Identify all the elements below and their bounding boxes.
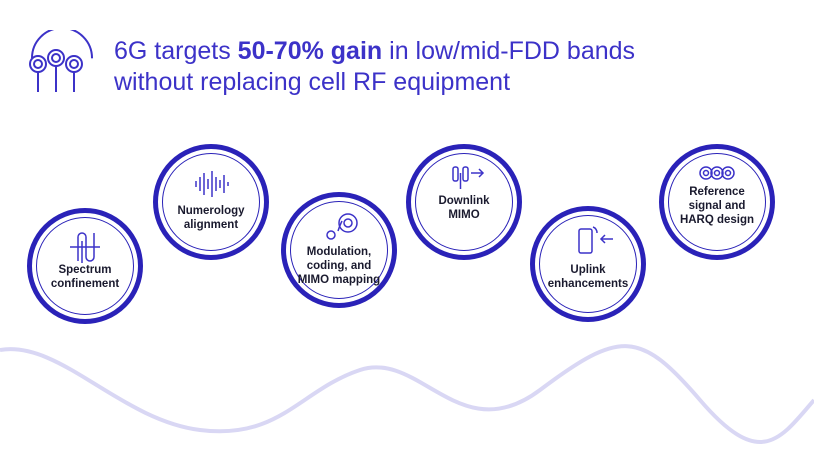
- feature-label: Downlink MIMO: [438, 195, 490, 221]
- title-line-2: without replacing cell RF equipment: [114, 68, 511, 96]
- feature-spectrum-confinement: Spectrum confinement: [27, 208, 143, 324]
- feature-label: Numerology alignment: [177, 205, 245, 231]
- title-highlight: 50-70% gain: [237, 37, 383, 65]
- title-suffix: in low/mid-FDD bands: [382, 37, 636, 65]
- feature-label: Spectrum confinement: [50, 264, 120, 290]
- linked-rings-icon: [699, 166, 735, 180]
- feature-uplink-enhancements: Uplink enhancements: [530, 206, 646, 322]
- feature-reference-signal-harq: Reference signal and HARQ design: [659, 144, 775, 260]
- phone-uplink-icon: [578, 226, 613, 254]
- feature-modulation-coding-mimo: Modulation, coding, and MIMO mapping: [281, 192, 397, 308]
- antenna-downlink-icon: [452, 166, 485, 189]
- feature-label: Reference signal and HARQ design: [679, 186, 755, 226]
- feature-label: Uplink enhancements: [547, 264, 629, 290]
- page-title: 6G targets 50-70% gain in low/mid-FDD ba…: [114, 36, 804, 98]
- feature-numerology-alignment: Numerology alignment: [153, 144, 269, 260]
- antenna-array-icon: [29, 30, 94, 92]
- title-prefix: 6G targets: [114, 37, 238, 65]
- coil-icon: [70, 232, 100, 263]
- feature-downlink-mimo: Downlink MIMO: [406, 144, 522, 260]
- feature-label: Modulation, coding, and MIMO mapping: [297, 246, 381, 286]
- slide-header: 6G targets 50-70% gain in low/mid-FDD ba…: [0, 0, 814, 110]
- spiral-mapping-icon: [326, 213, 358, 240]
- waveform-icon: [195, 171, 229, 197]
- background-wave: [0, 344, 814, 444]
